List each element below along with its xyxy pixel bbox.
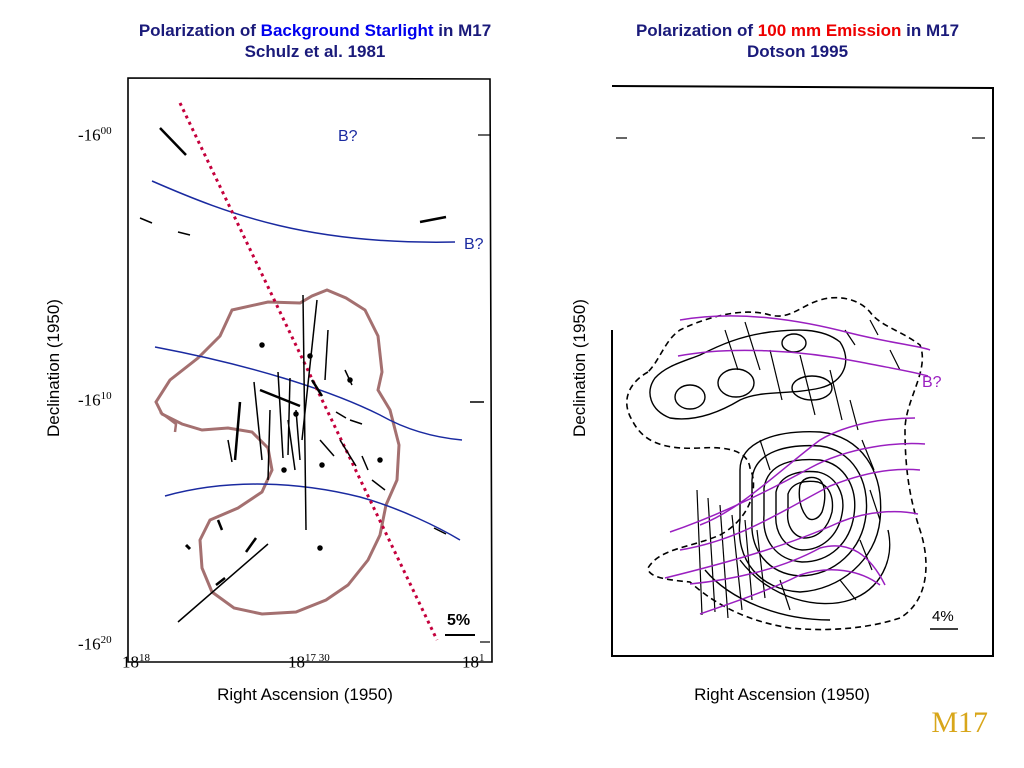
field-line-3 bbox=[164, 483, 461, 541]
right-frame bbox=[611, 85, 994, 657]
outer-dashed-contour bbox=[626, 296, 927, 631]
polarization-vectors bbox=[139, 127, 484, 623]
right-b-label: B? bbox=[922, 374, 942, 391]
left-b-label-2: B? bbox=[464, 236, 484, 253]
left-subtitle: Schulz et al. 1981 bbox=[244, 42, 386, 61]
left-title: Polarization of Background Starlight in … bbox=[138, 21, 492, 61]
left-ytick-0: -1600 bbox=[78, 125, 112, 145]
left-frame bbox=[127, 77, 493, 663]
m17-logo: M17 bbox=[931, 706, 988, 739]
ridge-line bbox=[178, 102, 439, 641]
field-line-2 bbox=[154, 346, 463, 441]
right-polarization-vectors bbox=[696, 319, 901, 619]
right-field-lines bbox=[664, 315, 931, 615]
right-title-highlight: 100 mm Emission bbox=[757, 21, 902, 40]
right-scale-label: 4% bbox=[932, 608, 954, 625]
right-ylabel: Declination (1950) bbox=[570, 299, 589, 437]
right-xlabel: Right Ascension (1950) bbox=[694, 685, 870, 704]
left-xtick-1: 1817 30 bbox=[288, 652, 330, 672]
field-line-1 bbox=[151, 180, 456, 243]
left-xtick-2: 181 bbox=[462, 652, 485, 672]
right-subtitle: Dotson 1995 bbox=[746, 42, 849, 61]
right-title: Polarization of 100 mm Emission in M17 D… bbox=[635, 21, 960, 61]
left-ytick-2: -1620 bbox=[78, 634, 112, 654]
left-xlabel: Right Ascension (1950) bbox=[217, 685, 393, 704]
left-b-label-1: B? bbox=[338, 128, 358, 145]
left-ytick-1: -1610 bbox=[78, 390, 112, 410]
left-xtick-0: 1818 bbox=[122, 652, 150, 672]
left-scale-label: 5% bbox=[447, 612, 471, 629]
intensity-contours bbox=[649, 329, 891, 621]
cloud-contour-inner bbox=[159, 411, 178, 433]
left-title-highlight: Background Starlight bbox=[260, 21, 434, 40]
cloud-contour bbox=[154, 288, 401, 616]
